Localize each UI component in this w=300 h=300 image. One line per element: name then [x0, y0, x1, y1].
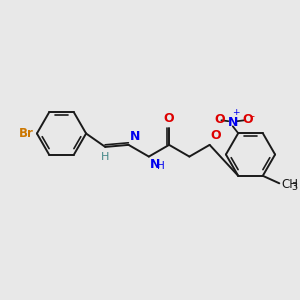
Text: H: H: [157, 161, 165, 171]
Text: 3: 3: [291, 182, 297, 192]
Text: N: N: [130, 130, 140, 143]
Text: N: N: [150, 158, 160, 171]
Text: Br: Br: [18, 127, 33, 140]
Text: +: +: [232, 108, 240, 117]
Text: O: O: [242, 112, 253, 126]
Text: H: H: [100, 152, 109, 162]
Text: CH: CH: [281, 178, 298, 191]
Text: O: O: [164, 112, 174, 125]
Text: O: O: [211, 130, 221, 142]
Text: O: O: [214, 112, 225, 126]
Text: N: N: [228, 116, 238, 129]
Text: -: -: [250, 111, 254, 121]
